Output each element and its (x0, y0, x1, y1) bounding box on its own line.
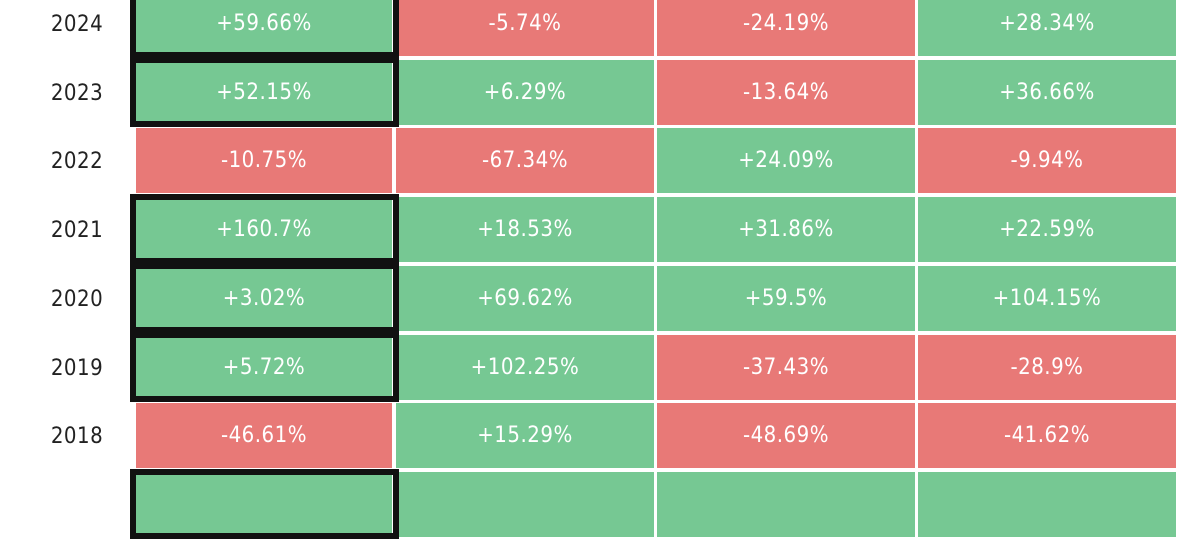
year-label: 2019 (50, 356, 104, 381)
return-cell: +24.09% (657, 128, 915, 193)
return-cell: +31.86% (657, 197, 915, 262)
return-cell: -41.62% (918, 403, 1176, 468)
return-cell: -10.75% (136, 128, 392, 193)
table-row (0, 469, 1200, 540)
return-cell (396, 472, 654, 537)
table-row: 2021 +160.7% +18.53% +31.86% +22.59% (0, 194, 1200, 265)
return-cell: +102.25% (396, 335, 654, 400)
return-cell: +3.02% (136, 266, 392, 331)
return-cell: +59.66% (136, 0, 392, 56)
return-cell: +160.7% (136, 197, 392, 262)
return-cell: -9.94% (918, 128, 1176, 193)
year-label: 2022 (50, 149, 104, 174)
return-cell (136, 472, 392, 537)
table-row: 2024 +59.66% -5.74% -24.19% +28.34% (0, 0, 1200, 59)
return-cell: -13.64% (657, 60, 915, 125)
table-row: 2023 +52.15% +6.29% -13.64% +36.66% (0, 57, 1200, 128)
return-cell: +104.15% (918, 266, 1176, 331)
table-row: 2020 +3.02% +69.62% +59.5% +104.15% (0, 263, 1200, 334)
table-row: 2018 -46.61% +15.29% -48.69% -41.62% (0, 403, 1200, 471)
return-cell: -67.34% (396, 128, 654, 193)
return-cell: +36.66% (918, 60, 1176, 125)
return-cell: -24.19% (657, 0, 915, 56)
year-label: 2024 (50, 12, 104, 37)
return-cell: -37.43% (657, 335, 915, 400)
return-cell: -48.69% (657, 403, 915, 468)
return-cell: +52.15% (136, 60, 392, 125)
return-cell: +28.34% (918, 0, 1176, 56)
year-label: 2023 (50, 81, 104, 106)
return-cell (918, 472, 1176, 537)
return-cell: +69.62% (396, 266, 654, 331)
return-cell: +15.29% (396, 403, 654, 468)
return-cell: +5.72% (136, 335, 392, 400)
return-cell: +6.29% (396, 60, 654, 125)
return-cell (657, 472, 915, 537)
return-cell: -5.74% (396, 0, 654, 56)
return-cell: -28.9% (918, 335, 1176, 400)
year-label: 2021 (50, 218, 104, 243)
table-row: 2019 +5.72% +102.25% -37.43% -28.9% (0, 332, 1200, 403)
return-cell: +18.53% (396, 197, 654, 262)
year-label: 2018 (50, 424, 104, 449)
return-cell: +22.59% (918, 197, 1176, 262)
return-cell: -46.61% (136, 403, 392, 468)
table-row: 2022 -10.75% -67.34% +24.09% -9.94% (0, 128, 1200, 196)
year-label: 2020 (50, 287, 104, 312)
return-cell: +59.5% (657, 266, 915, 331)
year-label (0, 472, 154, 540)
